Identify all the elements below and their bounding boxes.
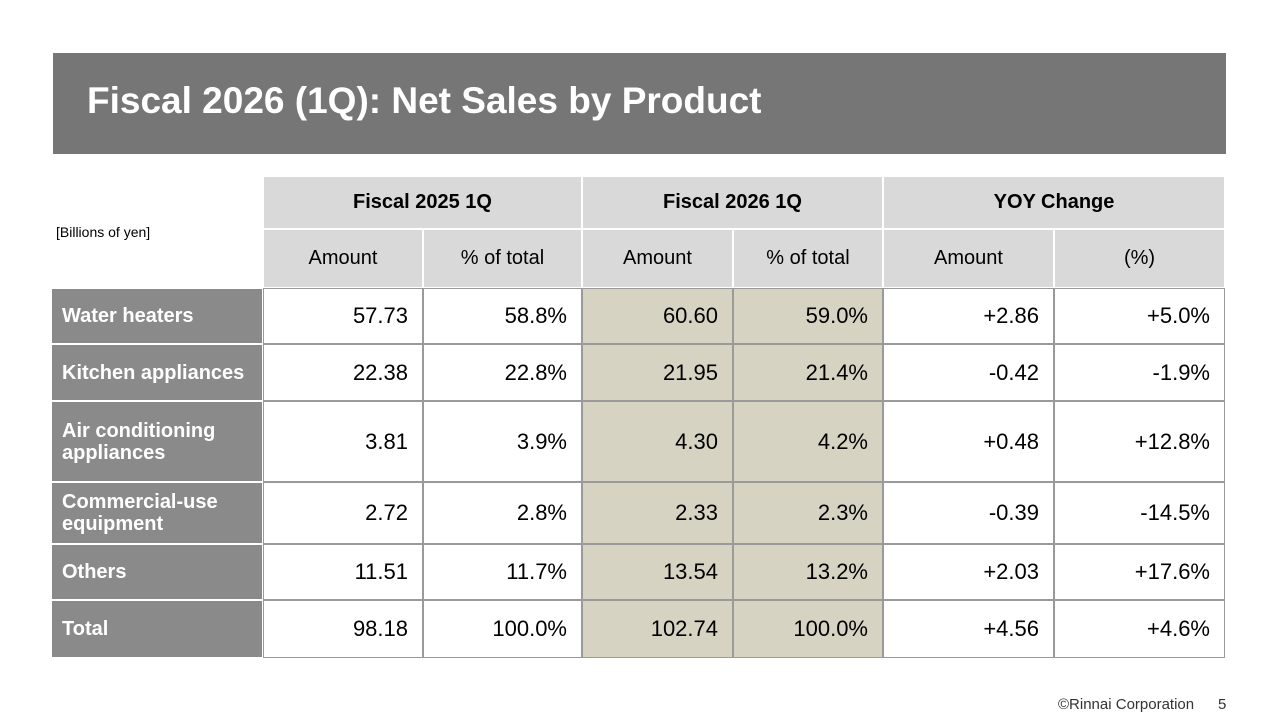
column-header: Amount — [263, 229, 423, 288]
value-cell: 22.38 — [263, 344, 423, 401]
row-label: Total — [51, 600, 263, 658]
value-cell: -0.39 — [883, 482, 1054, 544]
row-label: Air conditioning appliances — [51, 401, 263, 482]
row-label: Kitchen appliances — [51, 344, 263, 401]
value-cell: 59.0% — [733, 288, 883, 344]
group-header: Fiscal 2025 1Q — [263, 176, 582, 229]
value-cell: 58.8% — [423, 288, 582, 344]
column-header: % of total — [423, 229, 582, 288]
value-cell: 11.7% — [423, 544, 582, 600]
column-header: % of total — [733, 229, 883, 288]
title: Fiscal 2026 (1Q): Net Sales by Product — [87, 80, 762, 121]
value-cell: 13.54 — [582, 544, 733, 600]
value-cell: 2.72 — [263, 482, 423, 544]
value-cell: 102.74 — [582, 600, 733, 658]
value-cell: 13.2% — [733, 544, 883, 600]
value-cell: 21.95 — [582, 344, 733, 401]
row-label: Others — [51, 544, 263, 600]
column-header: Amount — [883, 229, 1054, 288]
value-cell: +5.0% — [1054, 288, 1225, 344]
value-cell: 22.8% — [423, 344, 582, 401]
value-cell: 3.81 — [263, 401, 423, 482]
copyright: ©Rinnai Corporation — [1058, 696, 1195, 713]
group-header: Fiscal 2026 1Q — [582, 176, 883, 229]
group-header: YOY Change — [883, 176, 1225, 229]
value-cell: 4.2% — [733, 401, 883, 482]
value-cell: 98.18 — [263, 600, 423, 658]
value-cell: +4.56 — [883, 600, 1054, 658]
value-cell: 4.30 — [582, 401, 733, 482]
value-cell: 2.3% — [733, 482, 883, 544]
value-cell: 2.8% — [423, 482, 582, 544]
value-cell: 21.4% — [733, 344, 883, 401]
value-cell: -0.42 — [883, 344, 1054, 401]
value-cell: +4.6% — [1054, 600, 1225, 658]
value-cell: +2.86 — [883, 288, 1054, 344]
value-cell: 100.0% — [733, 600, 883, 658]
value-cell: 11.51 — [263, 544, 423, 600]
value-cell: 100.0% — [423, 600, 582, 658]
value-cell: 2.33 — [582, 482, 733, 544]
column-header: (%) — [1054, 229, 1225, 288]
value-cell: 57.73 — [263, 288, 423, 344]
value-cell: +0.48 — [883, 401, 1054, 482]
value-cell: -1.9% — [1054, 344, 1225, 401]
value-cell: 60.60 — [582, 288, 733, 344]
value-cell: +2.03 — [883, 544, 1054, 600]
value-cell: 3.9% — [423, 401, 582, 482]
page-number: 5 — [1218, 696, 1227, 713]
column-header: Amount — [582, 229, 733, 288]
row-label: Commercial-use equipment — [51, 482, 263, 544]
unit-note: [Billions of yen] — [56, 224, 151, 240]
value-cell: -14.5% — [1054, 482, 1225, 544]
value-cell: +17.6% — [1054, 544, 1225, 600]
value-cell: +12.8% — [1054, 401, 1225, 482]
title-bar — [53, 53, 1226, 154]
row-label: Water heaters — [51, 288, 263, 344]
